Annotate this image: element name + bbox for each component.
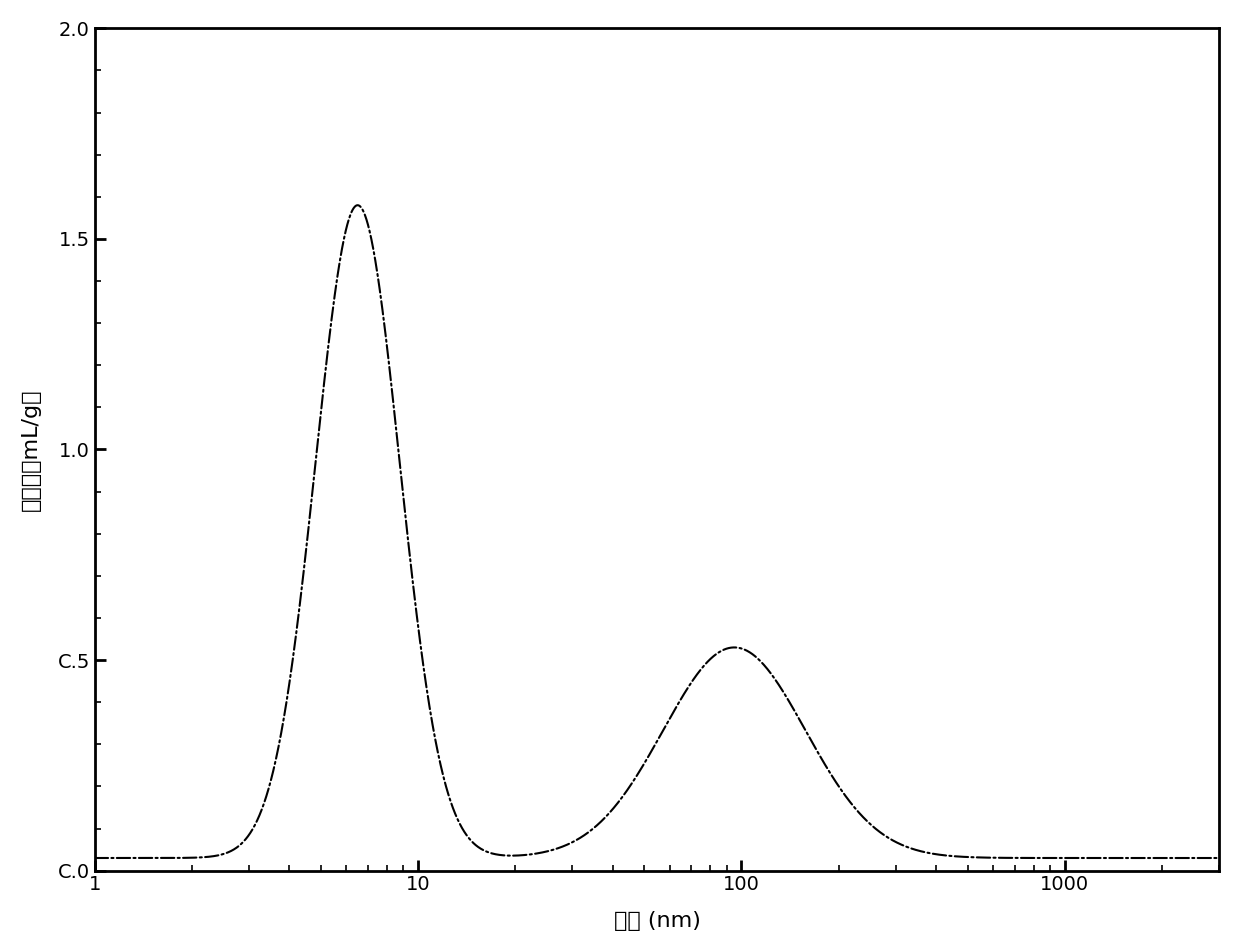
Y-axis label: 压汞量（mL/g）: 压汞量（mL/g） — [21, 388, 41, 510]
X-axis label: 孔径 (nm): 孔径 (nm) — [614, 911, 701, 931]
